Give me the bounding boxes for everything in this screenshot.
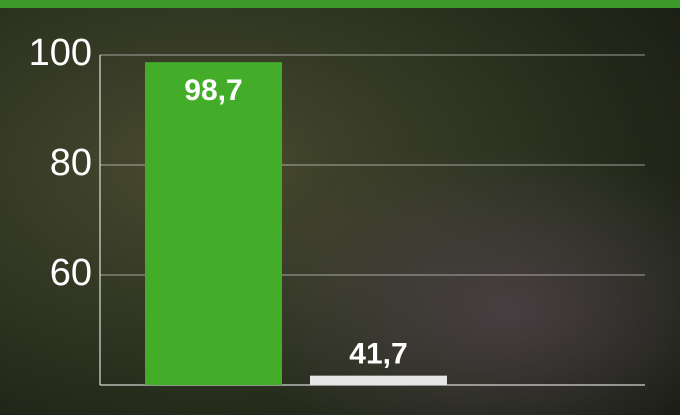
value-label: 41,7	[349, 338, 407, 371]
top-strip	[0, 0, 680, 8]
y-tick-label: 80	[50, 142, 92, 184]
bar	[145, 62, 282, 386]
value-label: 98,7	[184, 74, 242, 107]
bar	[310, 375, 447, 385]
y-tick-label: 100	[29, 32, 92, 74]
y-tick-label: 60	[50, 252, 92, 294]
